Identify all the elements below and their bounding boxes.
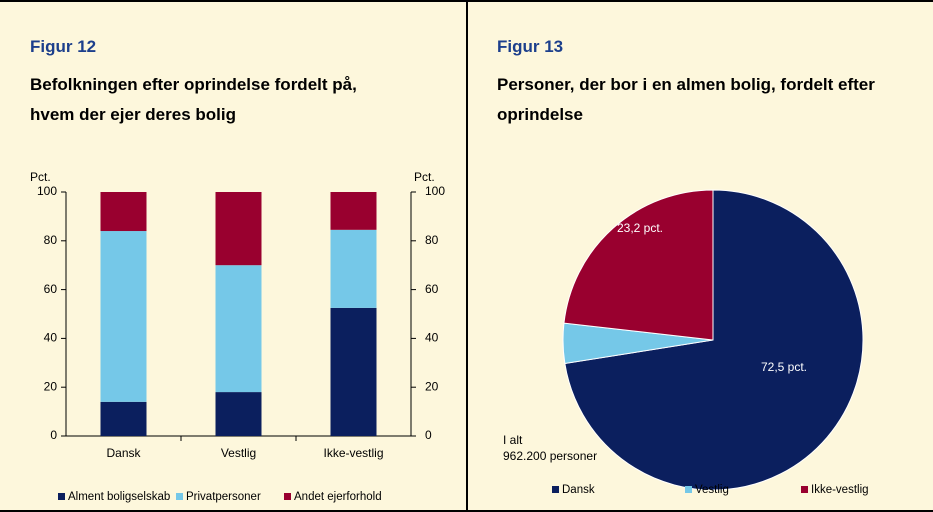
chart-title: Befolkningen efter oprindelse fordelt på… <box>30 75 357 124</box>
y-tick-label: 20 <box>44 379 58 393</box>
y2-tick-label: 60 <box>425 282 439 296</box>
y2-tick-label: 0 <box>425 428 432 442</box>
y-tick-label: 100 <box>37 184 57 198</box>
y-tick-label: 60 <box>44 282 58 296</box>
bar-segment <box>215 392 262 436</box>
y-axis-label: Pct. <box>30 170 51 184</box>
chart-title: Personer, der bor i en almen bolig, ford… <box>497 75 875 124</box>
figure-label: Figur 12 <box>30 37 97 56</box>
pie-slice <box>563 189 714 341</box>
data-label: 23,2 pct. <box>617 221 663 235</box>
y2-tick-label: 80 <box>425 233 439 247</box>
pie-slice <box>564 189 864 491</box>
y-tick-label: 0 <box>50 428 57 442</box>
y2-tick-label: 100 <box>425 184 445 198</box>
legend-label: Privatpersoner <box>186 491 261 503</box>
y2-axis-label: Pct. <box>414 170 435 184</box>
legend-label: Alment boligselskab <box>68 491 170 503</box>
x-tick-label: Ikke-vestlig <box>323 446 383 460</box>
bar-segment <box>215 192 262 266</box>
bar-segment <box>100 401 147 436</box>
annotation: I alt <box>503 433 523 447</box>
legend-label: Vestlig <box>695 484 729 496</box>
bar-segment <box>215 265 262 393</box>
bar-segment <box>330 229 377 308</box>
legend-label: Dansk <box>562 484 595 496</box>
x-tick-label: Dansk <box>106 446 141 460</box>
legend-swatch <box>284 493 291 500</box>
legend-swatch <box>801 486 808 493</box>
bar-segment <box>100 231 147 402</box>
figure-label: Figur 13 <box>497 37 564 56</box>
data-label: 72,5 pct. <box>761 360 807 374</box>
y2-tick-label: 20 <box>425 379 439 393</box>
legend-label: Andet ejerforhold <box>294 491 382 503</box>
legend-swatch <box>58 493 65 500</box>
legend-swatch <box>176 493 183 500</box>
y2-tick-label: 40 <box>425 331 439 345</box>
legend-swatch <box>552 486 559 493</box>
bar-segment <box>100 192 147 232</box>
legend-swatch <box>685 486 692 493</box>
bar-segment <box>330 307 377 436</box>
legend-label: Ikke-vestlig <box>811 484 869 496</box>
annotation: 962.200 personer <box>503 449 597 463</box>
y-tick-label: 40 <box>44 331 58 345</box>
bar-segment <box>330 192 377 230</box>
y-tick-label: 80 <box>44 233 58 247</box>
x-tick-label: Vestlig <box>221 446 256 460</box>
